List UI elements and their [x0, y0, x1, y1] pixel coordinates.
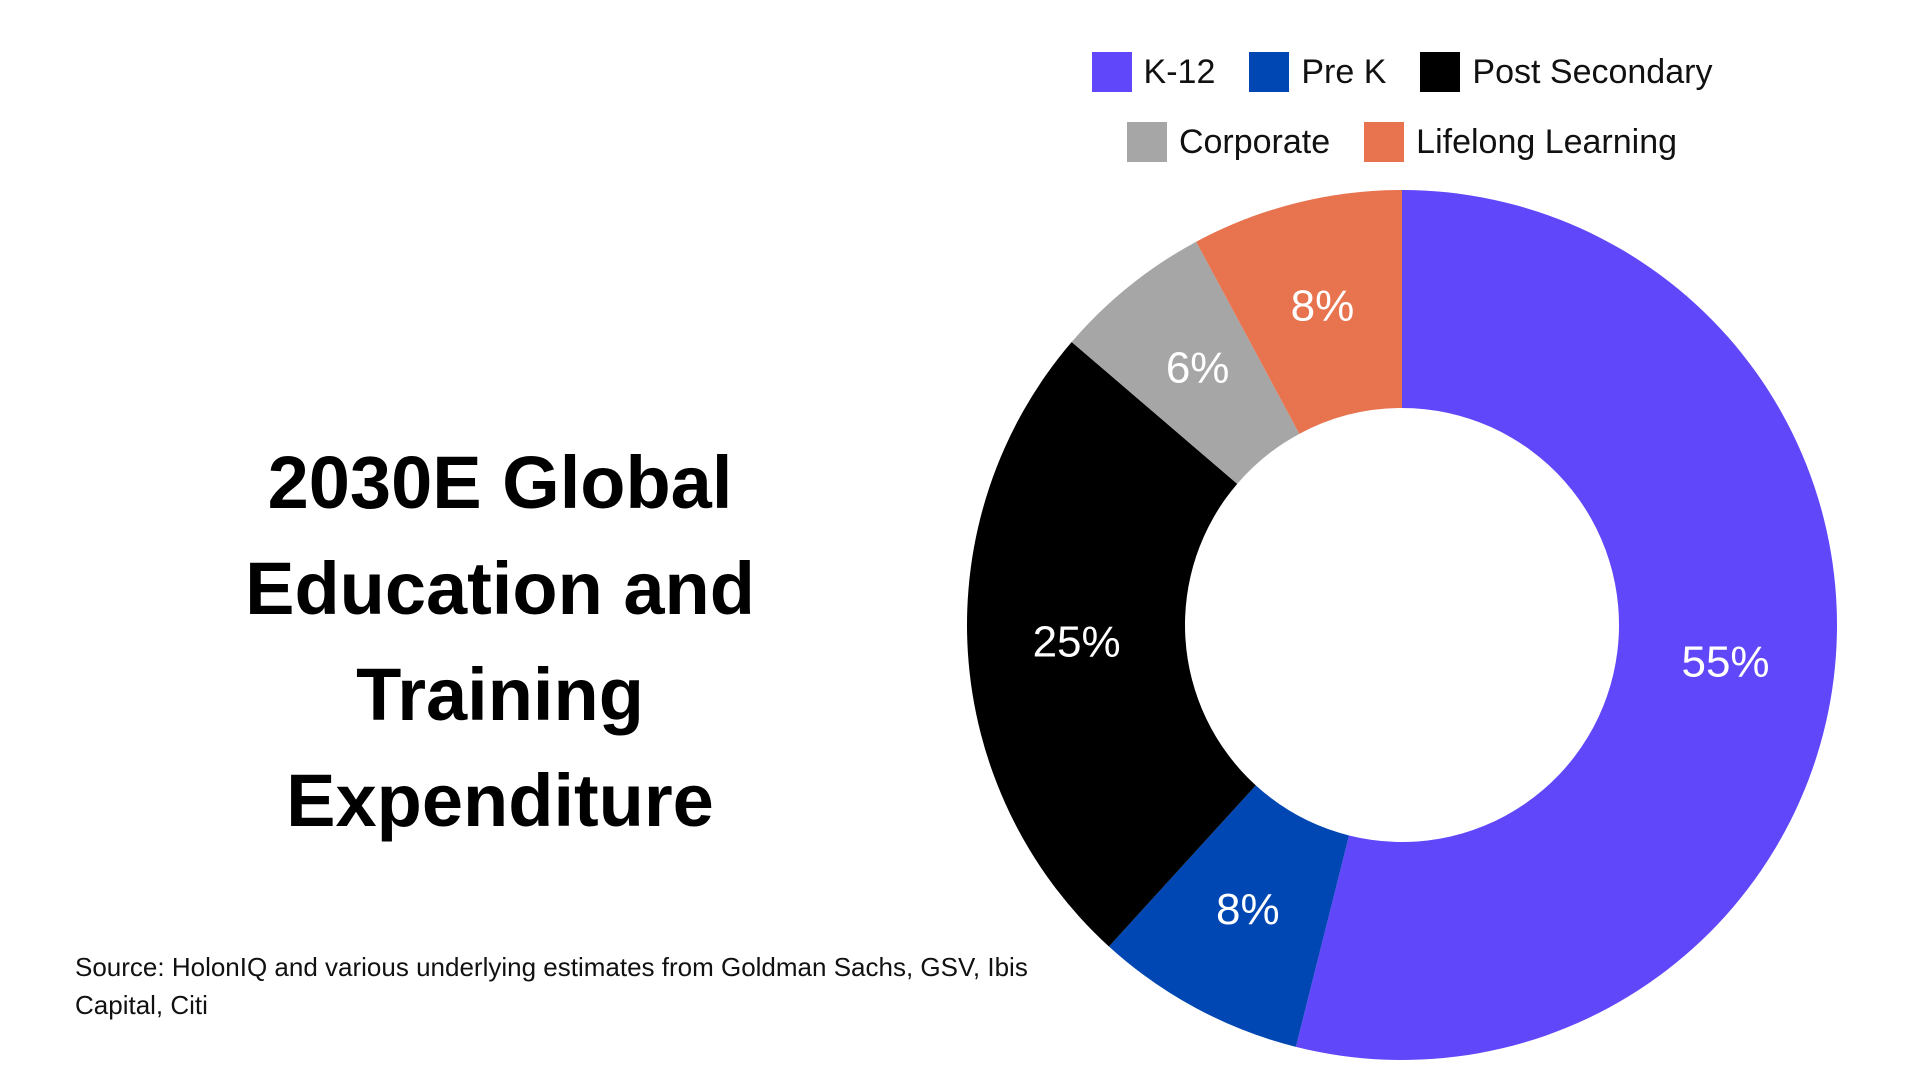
source-note: Source: HolonIQ and various underlying e…	[75, 952, 1028, 1020]
legend-item: Lifelong Learning	[1364, 122, 1677, 162]
legend-swatch	[1364, 122, 1405, 162]
legend-label: Lifelong Learning	[1416, 122, 1678, 161]
legend-item: Post Secondary	[1420, 52, 1712, 92]
legend-item: K-12	[1091, 52, 1216, 92]
legend-swatch	[1126, 122, 1167, 162]
donut-segment	[1108, 785, 1350, 1047]
legend: K-12 Pre K Post Secondary Corporate Lifelong…	[1062, 52, 1742, 162]
legend-item: Corporate	[1126, 122, 1331, 162]
legend-swatch	[1091, 52, 1132, 92]
data-label: 8%	[1216, 885, 1280, 934]
legend-swatch	[1420, 52, 1461, 92]
legend-item: Pre K	[1249, 52, 1386, 92]
legend-label: K-12	[1143, 52, 1216, 91]
chart-title: 2030E Global Education and Training Expe…	[245, 441, 755, 842]
data-label: 6%	[1166, 344, 1230, 393]
donut-segment	[1196, 190, 1402, 434]
legend-label: Corporate	[1178, 122, 1331, 161]
donut-segment	[1071, 241, 1300, 484]
data-label: 25%	[1033, 618, 1121, 667]
legend-label: Post Secondary	[1472, 52, 1713, 91]
legend-label: Pre K	[1301, 52, 1387, 91]
donut-segment	[1295, 190, 1838, 1061]
data-label: 55%	[1681, 638, 1769, 687]
legend-swatch	[1249, 52, 1290, 92]
donut-segment	[967, 341, 1256, 947]
data-label: 8%	[1291, 281, 1355, 330]
